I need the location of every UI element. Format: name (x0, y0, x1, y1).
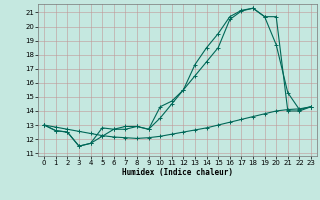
X-axis label: Humidex (Indice chaleur): Humidex (Indice chaleur) (122, 168, 233, 177)
